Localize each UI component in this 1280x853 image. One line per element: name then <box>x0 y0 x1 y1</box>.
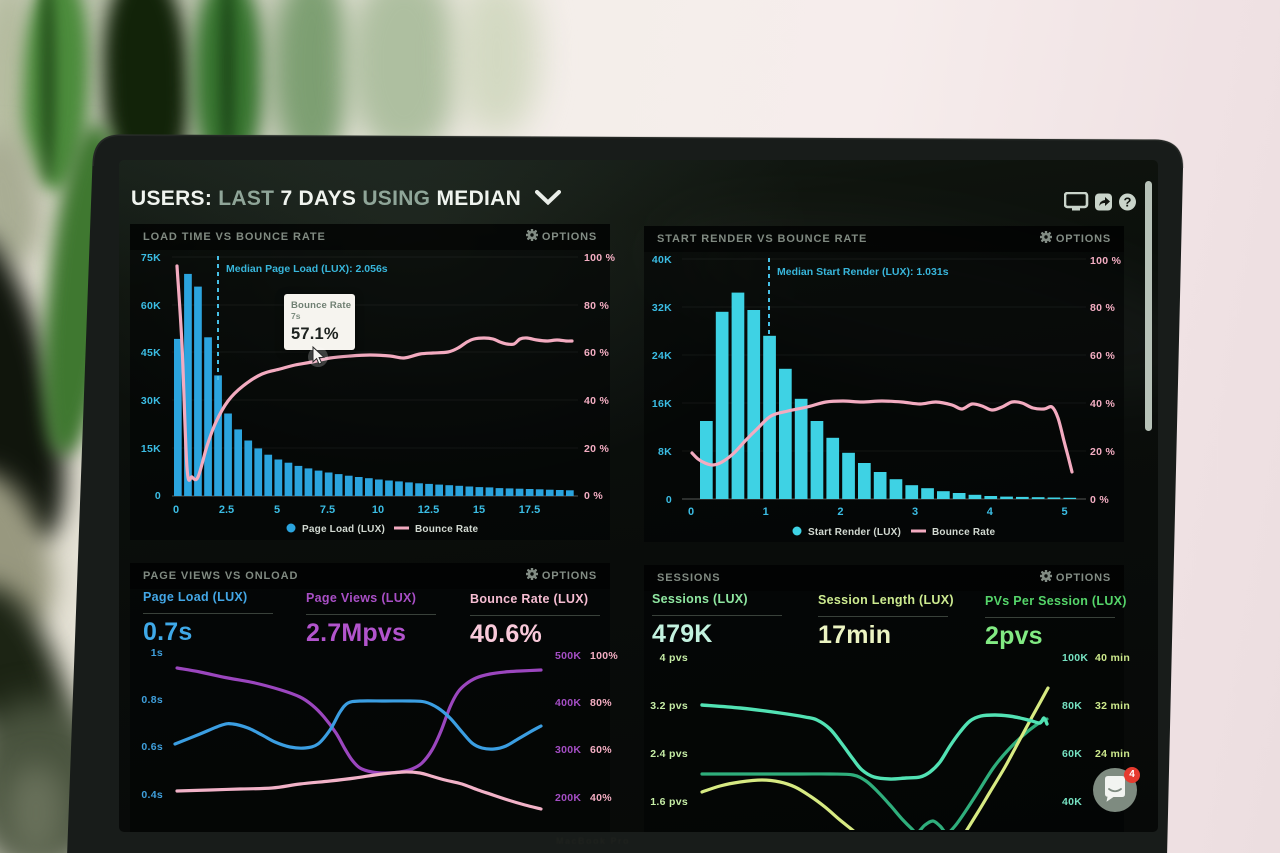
svg-text:60 %: 60 % <box>1090 350 1115 362</box>
svg-text:40 min: 40 min <box>1095 652 1130 664</box>
svg-text:40 %: 40 % <box>584 395 609 407</box>
svg-text:2: 2 <box>837 506 843 518</box>
svg-text:0 %: 0 % <box>584 490 603 502</box>
svg-text:20 %: 20 % <box>1090 446 1115 458</box>
svg-text:0.6s: 0.6s <box>141 741 163 753</box>
svg-text:2.5: 2.5 <box>219 504 234 516</box>
svg-text:60%: 60% <box>590 744 612 756</box>
svg-text:5: 5 <box>1061 506 1067 518</box>
svg-text:100 %: 100 % <box>1090 255 1122 267</box>
svg-text:7.5: 7.5 <box>320 504 335 516</box>
svg-text:24K: 24K <box>652 350 672 362</box>
svg-text:20 %: 20 % <box>584 443 609 455</box>
svg-text:40%: 40% <box>590 792 612 804</box>
svg-text:Median Page Load (LUX): 2.056s: Median Page Load (LUX): 2.056s <box>226 263 388 275</box>
svg-text:1.6 pvs: 1.6 pvs <box>650 796 688 808</box>
svg-text:3: 3 <box>912 506 918 518</box>
svg-text:4: 4 <box>987 506 994 518</box>
svg-text:0.8s: 0.8s <box>141 694 163 706</box>
svg-text:75K: 75K <box>141 252 161 264</box>
svg-text:100%: 100% <box>590 650 618 662</box>
svg-text:10: 10 <box>372 504 384 516</box>
svg-text:16K: 16K <box>652 398 672 410</box>
svg-text:Page Load (LUX): Page Load (LUX) <box>302 524 385 535</box>
svg-text:0.4s: 0.4s <box>141 789 163 801</box>
svg-text:5: 5 <box>274 504 280 516</box>
svg-text:80 %: 80 % <box>584 300 609 312</box>
svg-text:0: 0 <box>666 494 672 506</box>
svg-text:200K: 200K <box>555 792 581 804</box>
svg-text:80 %: 80 % <box>1090 302 1115 314</box>
svg-text:24 min: 24 min <box>1095 748 1130 760</box>
svg-text:3.2 pvs: 3.2 pvs <box>650 700 688 712</box>
svg-text:2.4 pvs: 2.4 pvs <box>650 748 688 760</box>
svg-text:60K: 60K <box>141 300 161 312</box>
svg-text:?: ? <box>1124 195 1132 210</box>
svg-text:100 %: 100 % <box>584 252 616 264</box>
svg-text:300K: 300K <box>555 744 581 756</box>
svg-text:Bounce Rate: Bounce Rate <box>932 527 996 538</box>
svg-text:17.5: 17.5 <box>519 504 540 516</box>
svg-text:4 pvs: 4 pvs <box>660 652 688 664</box>
svg-text:0: 0 <box>155 490 161 502</box>
svg-text:40K: 40K <box>652 254 672 266</box>
svg-text:12.5: 12.5 <box>418 504 439 516</box>
svg-text:15: 15 <box>473 504 485 516</box>
svg-text:30K: 30K <box>141 395 161 407</box>
svg-text:100K: 100K <box>1062 652 1088 664</box>
svg-text:80%: 80% <box>590 697 612 709</box>
svg-text:0 %: 0 % <box>1090 494 1109 506</box>
svg-text:32K: 32K <box>652 302 672 314</box>
svg-text:Bounce Rate: Bounce Rate <box>415 524 479 535</box>
svg-text:0: 0 <box>688 506 694 518</box>
svg-text:400K: 400K <box>555 697 581 709</box>
svg-text:Median Start Render (LUX): 1.0: Median Start Render (LUX): 1.031s <box>777 266 949 278</box>
svg-text:1: 1 <box>763 506 769 518</box>
svg-text:80K: 80K <box>1062 700 1082 712</box>
svg-text:Start Render (LUX): Start Render (LUX) <box>808 527 901 538</box>
svg-text:500K: 500K <box>555 650 581 662</box>
svg-text:1s: 1s <box>151 647 163 659</box>
svg-text:8K: 8K <box>658 446 672 458</box>
svg-text:32 min: 32 min <box>1095 700 1130 712</box>
svg-text:15K: 15K <box>141 443 161 455</box>
svg-text:45K: 45K <box>141 347 161 359</box>
svg-text:40 %: 40 % <box>1090 398 1115 410</box>
svg-text:40K: 40K <box>1062 796 1082 808</box>
svg-text:60 %: 60 % <box>584 347 609 359</box>
svg-text:0: 0 <box>173 504 179 516</box>
svg-text:60K: 60K <box>1062 748 1082 760</box>
